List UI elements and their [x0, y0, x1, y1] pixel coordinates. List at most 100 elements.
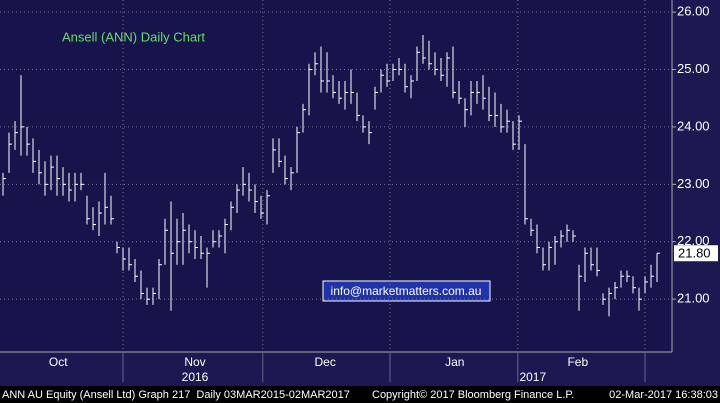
price-bar	[476, 80, 480, 104]
price-bar	[62, 167, 66, 196]
price-bar	[338, 80, 342, 104]
price-bar	[224, 218, 228, 254]
price-bar	[548, 241, 552, 271]
footer-left: ANN AU Equity (Ansell Ltd) Graph 217 Dai…	[2, 389, 350, 401]
price-bar	[482, 75, 486, 110]
price-bar	[368, 121, 372, 145]
x-tick-label: Feb	[567, 355, 588, 369]
price-bar	[44, 161, 48, 196]
price-bar	[530, 218, 534, 237]
price-bar	[122, 247, 126, 271]
footer-right: 02-Mar-2017 16:38:03	[609, 389, 718, 401]
price-bar	[116, 241, 120, 254]
price-bar	[584, 247, 588, 282]
price-bar	[572, 230, 576, 242]
price-bar	[32, 138, 36, 173]
price-bar	[164, 218, 168, 265]
price-bar	[470, 80, 474, 116]
price-bar	[200, 236, 204, 259]
price-bar	[26, 126, 30, 156]
price-bar	[596, 247, 600, 277]
y-tick-label: 24.00	[677, 118, 710, 133]
price-bar	[362, 115, 366, 133]
price-bar	[38, 149, 42, 185]
price-bar	[374, 86, 378, 110]
price-bar	[392, 63, 396, 81]
price-bar	[608, 287, 612, 317]
year-label: 2017	[519, 370, 546, 384]
price-bar	[104, 172, 108, 225]
x-tick-label: Dec	[315, 355, 336, 369]
price-bar	[302, 103, 306, 133]
price-bar	[86, 195, 90, 225]
price-bar	[416, 46, 420, 81]
price-bar	[464, 98, 468, 127]
y-tick-label: 26.00	[677, 3, 710, 18]
price-bar	[152, 287, 156, 305]
annotation: info@marketmatters.com.au	[331, 284, 482, 298]
last-price-box	[674, 245, 718, 262]
price-bar	[290, 167, 294, 191]
price-bar	[68, 172, 72, 202]
price-bar	[272, 138, 276, 173]
footer-bar	[0, 386, 720, 403]
x-tick-label: Oct	[49, 355, 68, 369]
price-bar	[428, 40, 432, 70]
price-bar	[326, 52, 330, 93]
price-bar	[452, 46, 456, 99]
price-bar	[638, 287, 642, 311]
price-bar	[500, 103, 504, 133]
price-bar	[566, 224, 570, 242]
y-tick-label: 23.00	[677, 176, 710, 191]
price-bar	[218, 230, 222, 248]
price-bar	[14, 121, 18, 150]
price-bar	[194, 230, 198, 259]
price-bar	[266, 190, 270, 225]
price-bar	[50, 155, 54, 191]
price-bar	[284, 155, 288, 185]
chart-title: Ansell (ANN) Daily Chart	[62, 29, 205, 44]
price-bar	[656, 252, 660, 282]
price-bar	[518, 115, 522, 150]
price-bar	[554, 236, 558, 265]
price-bar	[344, 80, 348, 110]
price-bar	[320, 46, 324, 93]
price-bar	[92, 207, 96, 231]
price-bar	[188, 224, 192, 254]
price-bar	[398, 57, 402, 76]
price-bar	[74, 172, 78, 202]
price-bar	[386, 63, 390, 87]
price-bar	[134, 258, 138, 282]
footer-center: Copyright© 2017 Bloomberg Finance L.P.	[372, 389, 574, 401]
price-bar	[458, 80, 462, 104]
last-price-label: 21.80	[678, 246, 711, 261]
price-bar	[632, 276, 636, 294]
price-bar	[236, 184, 240, 214]
y-tick-label: 22.00	[677, 233, 710, 248]
price-bar	[410, 75, 414, 99]
price-bar	[506, 109, 510, 133]
price-bar	[278, 138, 282, 168]
price-bar	[356, 92, 360, 122]
annotation-box	[322, 280, 491, 302]
price-bar	[230, 201, 234, 231]
price-bar	[20, 75, 24, 156]
price-bar	[146, 287, 150, 305]
price-bar	[260, 195, 264, 219]
price-bar	[128, 247, 132, 271]
price-bar	[644, 276, 648, 294]
price-bar	[512, 121, 516, 150]
price-bar	[590, 247, 594, 271]
price-bar	[560, 230, 564, 248]
price-bar	[440, 57, 444, 81]
year-label: 2016	[182, 370, 209, 384]
price-bar	[446, 52, 450, 87]
price-bar	[488, 86, 492, 122]
price-bar	[170, 201, 174, 311]
price-bar	[8, 132, 12, 173]
price-bar	[56, 155, 60, 196]
price-bar	[80, 172, 84, 191]
price-bar	[98, 201, 102, 237]
x-tick-label: Nov	[184, 355, 205, 369]
